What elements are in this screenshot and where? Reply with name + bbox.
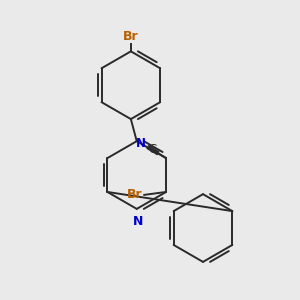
Text: Br: Br [123,30,139,43]
Text: Br: Br [127,188,142,201]
Text: N: N [133,215,143,228]
Text: C: C [148,143,157,156]
Text: N: N [136,137,146,150]
